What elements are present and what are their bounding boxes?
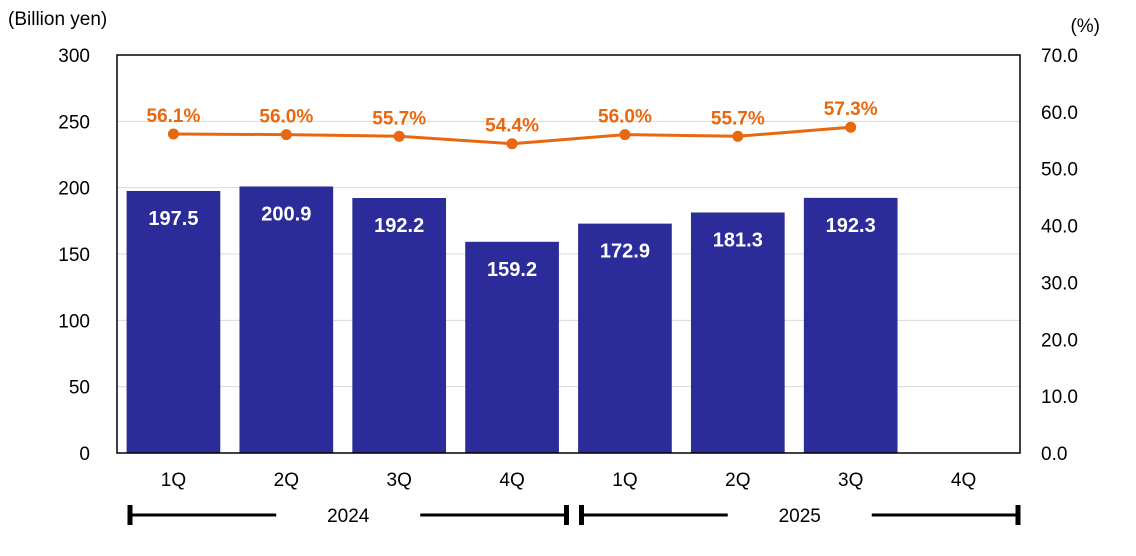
y2-tick-label: 70.0 [1041,46,1078,67]
y-axis-ticks: 0 50 100 150 200 250 300 [58,46,90,465]
x-tick-label: 2Q [274,470,299,491]
x-tick-label: 3Q [838,470,863,491]
line-point [845,121,857,133]
bar-value-label: 172.9 [600,241,650,263]
line-point [280,129,292,141]
line-value-label: 55.7% [372,108,426,129]
line-point [167,128,179,140]
y2-axis-ticks: 0.0 10.0 20.0 30.0 40.0 50.0 60.0 70.0 [1041,46,1078,465]
line-value-label: 54.4% [485,116,539,137]
line-point [732,130,744,142]
bar [578,223,672,453]
y-tick-label: 300 [58,46,90,67]
x-tick-label: 2Q [725,470,750,491]
y2-tick-label: 30.0 [1041,273,1078,294]
line-point [506,138,518,150]
y-tick-label: 250 [58,112,90,133]
line-value-label: 56.0% [598,107,652,128]
bar [126,190,221,453]
y2-axis-label: (%) [1070,16,1100,37]
line-value-label: 55.7% [711,108,765,129]
bar [690,212,785,453]
y2-tick-label: 0.0 [1041,444,1067,465]
group-label: 2024 [327,506,370,527]
y2-tick-label: 40.0 [1041,217,1078,238]
y2-tick-label: 50.0 [1041,160,1078,181]
bar-value-label: 197.5 [148,208,198,230]
year-groups: 2024 2025 [127,505,1021,527]
line-value-label: 56.1% [147,106,201,127]
y-axis-label: (Billion yen) [8,9,107,30]
line-series: 56.1% 56.0% 55.7% 54.4% 56.0% 55.7% 57.3% [147,99,878,150]
x-tick-label: 1Q [612,470,637,491]
line-value-label: 57.3% [824,99,878,120]
line-point [619,129,631,141]
y2-tick-label: 20.0 [1041,330,1078,351]
y2-tick-label: 10.0 [1041,387,1078,408]
x-tick-label: 3Q [387,470,412,491]
bar-value-label: 192.3 [826,215,876,237]
bar [239,186,334,454]
bar-value-label: 159.2 [487,259,537,281]
bar [352,198,447,453]
bar-value-label: 181.3 [713,229,763,251]
plot-frame [116,54,1021,454]
bar-value-label: 192.2 [374,215,424,237]
y2-tick-label: 60.0 [1041,103,1078,124]
group-label: 2025 [779,506,821,527]
y-tick-label: 50 [69,378,90,399]
y-tick-label: 150 [58,245,90,266]
bar [465,241,559,453]
bar-series: 197.5 200.9 192.2 159.2 172.9 181.3 192.3 [126,186,898,454]
x-tick-label: 4Q [499,470,524,491]
bar-value-label: 200.9 [261,203,311,225]
y-tick-label: 100 [58,311,90,332]
line-point [393,130,405,142]
y-tick-label: 0 [79,444,90,465]
x-tick-label: 4Q [951,470,976,491]
x-tick-label: 1Q [161,470,186,491]
x-axis-ticks: 1Q 2Q 3Q 4Q 1Q 2Q 3Q 4Q [161,470,976,491]
line-value-label: 56.0% [259,107,313,128]
y-tick-label: 200 [58,179,90,200]
bar [803,197,898,453]
